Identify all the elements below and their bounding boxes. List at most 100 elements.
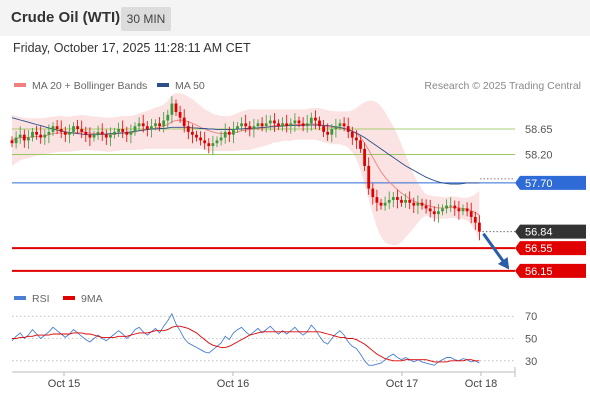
price-label-56-55: 56.55 — [525, 243, 553, 255]
candle-body — [35, 131, 38, 135]
candle-body — [326, 131, 330, 135]
rsi-tick-30: 30 — [525, 356, 537, 368]
candle-body — [318, 120, 321, 127]
candle-body — [285, 123, 289, 127]
candle-body — [158, 123, 161, 127]
candle-body — [350, 131, 354, 138]
candle-body — [170, 103, 174, 115]
candle-body — [391, 197, 395, 200]
candle-body — [404, 199, 407, 203]
price-label-58-20: 58.20 — [525, 150, 553, 162]
x-tick-label: Oct 15 — [48, 378, 80, 390]
candle-body — [72, 126, 75, 132]
price-tag-3 — [515, 224, 586, 239]
legend-label-rsi: RSI — [32, 293, 50, 305]
legend-swatch-ma50 — [157, 83, 169, 88]
candle-body — [375, 197, 379, 203]
legend-swatch-bollinger — [14, 83, 26, 88]
candle-body — [305, 123, 309, 127]
instrument-title: Crude Oil (WTI) — [11, 9, 121, 26]
candle-body — [22, 134, 26, 141]
candle-body — [371, 188, 375, 198]
candle-body — [424, 205, 428, 209]
candle-body — [400, 199, 403, 203]
timeframe-button[interactable]: 30 MIN — [121, 7, 171, 31]
candle-body — [154, 123, 157, 127]
candle-body — [379, 202, 383, 206]
candle-body — [162, 120, 166, 127]
price-tag-4 — [515, 241, 586, 256]
candle-body — [437, 211, 440, 215]
candle-body — [432, 211, 436, 215]
candle-body — [68, 131, 71, 135]
candle-body — [223, 131, 227, 138]
price-label-56-15: 56.15 — [525, 266, 553, 278]
candle-body — [367, 165, 371, 189]
candle-body — [416, 202, 420, 206]
x-tick-label: Oct 18 — [465, 378, 497, 390]
candle-body — [441, 208, 444, 212]
candle-body — [256, 123, 260, 127]
candle-body — [309, 117, 313, 124]
candle-body — [244, 123, 248, 127]
legend-label-rsi-ma: 9MA — [81, 293, 103, 305]
price-label-56-84: 56.84 — [525, 227, 553, 239]
candle-body — [297, 120, 301, 124]
candle-body — [293, 120, 297, 124]
candle-body — [342, 123, 346, 127]
candle-body — [18, 134, 22, 138]
candle-body — [277, 123, 280, 127]
candle-body — [117, 129, 120, 132]
candles — [10, 96, 481, 241]
candle-body — [207, 143, 211, 147]
candle-body — [92, 134, 96, 138]
legend-swatch-rsi-ma — [63, 296, 75, 301]
bollinger-band — [12, 93, 480, 246]
candle-body — [84, 131, 88, 135]
header-bar: Crude Oil (WTI) 30 MIN — [0, 0, 590, 36]
candle-body — [109, 134, 112, 138]
price-tag-2 — [515, 175, 586, 190]
candle-body — [80, 129, 84, 132]
candle-body — [219, 137, 223, 141]
candle-body — [338, 123, 342, 127]
candle-body — [420, 202, 424, 206]
candle-body — [412, 202, 416, 206]
candle-body — [449, 205, 453, 207]
candle-body — [59, 129, 63, 132]
candle-body — [178, 112, 182, 118]
timestamp: Friday, October 17, 2025 11:28:11 AM CET — [13, 41, 251, 55]
candle-body — [125, 131, 129, 135]
candle-body — [182, 117, 186, 127]
legend-label-ma50: MA 50 — [175, 80, 205, 92]
candle-body — [383, 202, 387, 206]
candle-body — [129, 131, 133, 135]
candle-body — [461, 208, 465, 212]
candle-body — [408, 199, 412, 203]
x-tick-label: Oct 17 — [386, 378, 418, 390]
candle-body — [203, 140, 207, 144]
legend-label-bollinger: MA 20 + Bollinger Bands — [32, 80, 148, 92]
candle-body — [104, 134, 108, 138]
candle-body — [248, 126, 252, 130]
candle-body — [10, 140, 14, 144]
candle-body — [428, 208, 432, 212]
candle-body — [264, 123, 268, 127]
candle-body — [260, 123, 264, 127]
candle-body — [469, 211, 473, 217]
candle-body — [252, 126, 256, 130]
candle-body — [330, 129, 334, 135]
candle-body — [314, 117, 317, 121]
candle-body — [301, 123, 305, 127]
candle-body — [236, 126, 239, 130]
legend-swatch-rsi — [14, 296, 26, 301]
candle-body — [137, 123, 141, 127]
legend-rsi: RSI — [14, 293, 50, 305]
candle-body — [445, 205, 448, 209]
candle-body — [47, 131, 51, 135]
candle-body — [27, 137, 30, 141]
candle-body — [396, 197, 399, 200]
candle-body — [63, 131, 67, 135]
candle-body — [145, 126, 149, 130]
